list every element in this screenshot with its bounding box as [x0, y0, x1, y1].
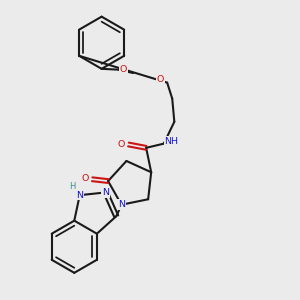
Text: N: N — [102, 188, 109, 197]
Text: N: N — [118, 200, 125, 209]
Text: O: O — [157, 75, 164, 84]
Text: NH: NH — [164, 137, 178, 146]
Text: H: H — [69, 182, 75, 191]
Text: O: O — [118, 140, 125, 149]
Text: O: O — [81, 174, 89, 183]
Text: N: N — [76, 191, 83, 200]
Text: O: O — [119, 65, 127, 74]
